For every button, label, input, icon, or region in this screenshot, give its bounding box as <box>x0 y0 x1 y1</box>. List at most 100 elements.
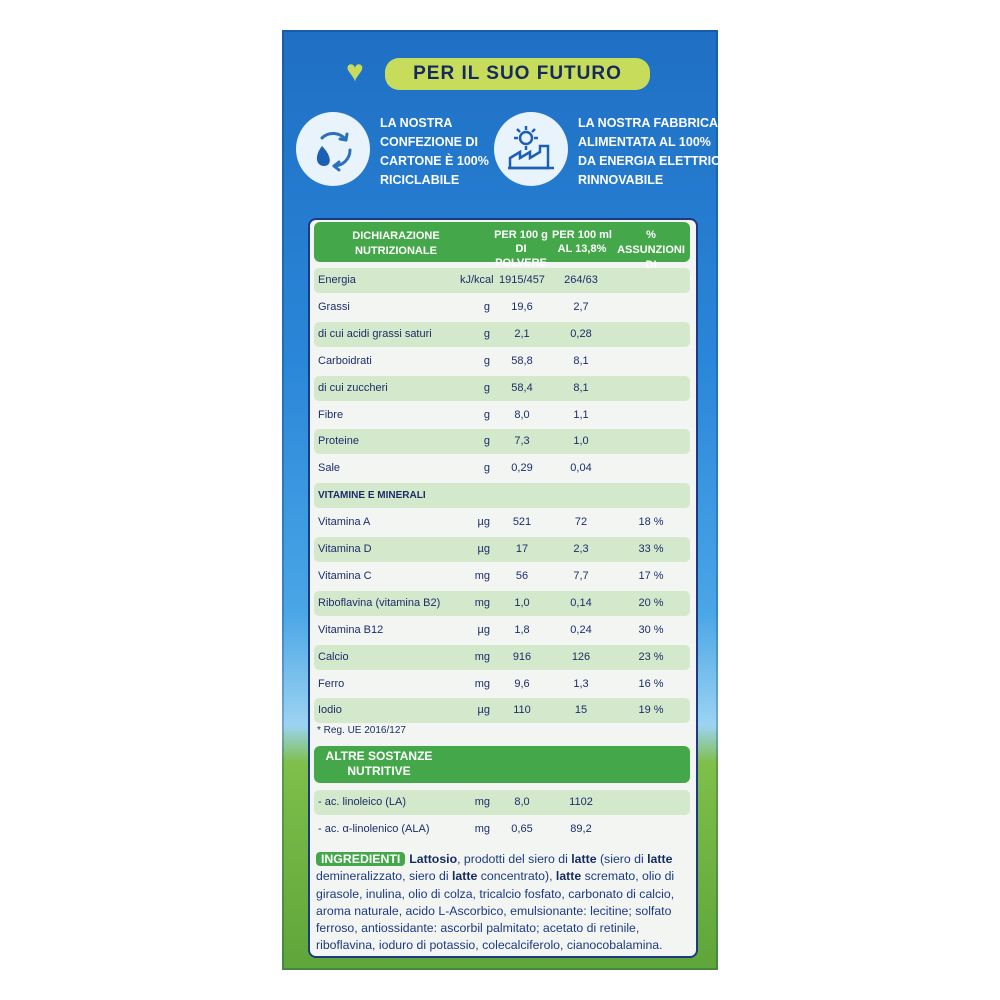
value-per-100g: 7,3 <box>514 435 530 448</box>
claim-line: LA NOSTRA FABBRICA È <box>578 116 730 130</box>
nutrient-name: - ac. linoleico (LA) <box>318 796 407 808</box>
unit: µg <box>477 704 490 717</box>
unit: mg <box>474 596 490 609</box>
claim-line: CARTONE È 100% <box>380 154 489 168</box>
value-per-100g: 0,65 <box>511 823 533 835</box>
nutrition-table-header: DICHIARAZIONE NUTRIZIONALE PER 100 g DI PO… <box>314 222 692 286</box>
unit: g <box>483 435 490 448</box>
nutrient-name: di cui zuccheri <box>318 381 388 394</box>
allergen: latte <box>452 869 478 884</box>
unit: g <box>483 354 490 367</box>
value-per-100ml: 0,04 <box>570 462 592 475</box>
section-header: VITAMINE E MINERALI <box>314 483 690 509</box>
nutrient-name: di cui acidi grassi saturi <box>318 327 432 340</box>
nutrient-name: Vitamina D <box>318 543 372 555</box>
ingredient-text: (siero di <box>596 852 648 866</box>
unit: µg <box>477 516 490 529</box>
unit: g <box>483 462 490 475</box>
nutrient-name: - ac. α-linolenico (ALA) <box>318 823 430 835</box>
factory-sun-icon <box>494 112 568 186</box>
value-per-100ml: 89,2 <box>570 823 592 835</box>
nutrient-name: Proteine <box>318 435 359 448</box>
ingredient-text: concentrato), <box>477 869 556 884</box>
table-row: - ac. α-linolenico (ALA) mg 0,65 89,2 <box>314 817 690 842</box>
value-per-100ml: 8,1 <box>573 381 589 394</box>
nutrient-name: Grassi <box>318 300 350 313</box>
value-per-100g: 9,6 <box>514 677 530 690</box>
unit: mg <box>474 823 490 835</box>
claim-line: RINNOVABILE <box>578 173 664 187</box>
claim-line: LA NOSTRA <box>380 116 453 130</box>
unit: g <box>483 408 490 421</box>
ingredient-text: scremato, olio di girasole, inulina, oli… <box>316 869 675 953</box>
unit: kJ/kcal <box>460 274 494 286</box>
nutrient-name: Vitamina A <box>318 516 371 529</box>
recycle-icon <box>296 112 370 186</box>
reference-intake: 23 % <box>638 650 664 663</box>
unit: mg <box>474 650 490 663</box>
unit: g <box>483 327 490 340</box>
unit: mg <box>474 677 490 690</box>
value-per-100g: 8,0 <box>514 408 530 421</box>
unit: µg <box>477 543 490 555</box>
reference-note: * Reg. UE 2016/127 <box>317 725 406 736</box>
reference-intake: 33 % <box>638 543 664 555</box>
value-per-100g: 110 <box>513 704 531 717</box>
value-per-100ml: 1,3 <box>573 677 589 690</box>
table-row: Proteine g 7,3 1,0 <box>314 429 690 455</box>
nutrient-name: Vitamina C <box>318 569 372 582</box>
ingredients-text: Lattosio, prodotti del siero di latte (s… <box>316 852 674 952</box>
renewable-energy-claim: LA NOSTRA FABBRICA È ALIMENTATA AL 100% … <box>578 114 729 190</box>
value-per-100ml: 15 <box>574 704 588 717</box>
value-per-100g: 916 <box>512 650 532 663</box>
table-row: Fibre g 8,0 1,1 <box>314 403 690 428</box>
nutrient-name: Ferro <box>318 677 345 690</box>
heart-icon: ♥ <box>346 55 364 88</box>
value-per-100g: 0,29 <box>511 462 533 475</box>
nutrient-name: Riboflavina (vitamina B2) <box>318 596 441 609</box>
col-per-100g: PER 100 g DI POLVERE <box>494 229 548 269</box>
value-per-100ml: 0,24 <box>570 623 592 636</box>
nutrient-name: Vitamina B12 <box>318 623 384 636</box>
value-per-100ml: 126 <box>571 650 591 663</box>
table-row: Calcio mg 916 126 23 % <box>314 644 690 670</box>
other-nutrients-header: ALTRE SOSTANZE NUTRITIVE <box>314 746 690 783</box>
table-row: - ac. linoleico (LA) mg 8,0 1102 <box>314 790 690 815</box>
col-per-100ml: PER 100 ml AL 13,8% <box>552 229 612 255</box>
ingredient-text: , prodotti del siero di <box>457 852 572 866</box>
table-row: Vitamina B12 µg 1,8 0,24 30 % <box>314 618 690 643</box>
unit: µg <box>477 623 490 636</box>
tagline: PER IL SUO FUTURO <box>385 58 650 90</box>
table-row: Vitamina A µg 521 72 18 % <box>314 510 690 535</box>
reference-intake: 20 % <box>638 596 664 609</box>
ingredients-label: INGREDIENTI <box>316 852 406 866</box>
reference-intake: 18 % <box>638 516 664 529</box>
reference-intake: 17 % <box>638 569 664 582</box>
table-row: Carboidrati g 58,8 8,1 <box>314 349 690 374</box>
value-per-100ml: 1,1 <box>573 408 589 421</box>
nutrient-name: Fibre <box>318 408 344 421</box>
nutrient-name: Carboidrati <box>318 354 372 367</box>
value-per-100ml: 0,14 <box>570 596 592 609</box>
value-per-100g: 1915/457 <box>499 274 545 286</box>
allergen: latte <box>555 869 582 884</box>
value-per-100g: 19,6 <box>511 300 533 313</box>
table-row: Vitamina C mg 56 7,7 17 % <box>314 564 690 589</box>
table-row: Energia kJ/kcal 1915/457 264/63 <box>314 268 690 293</box>
ingredients: INGREDIENTI Lattosio, prodotti del siero … <box>316 851 688 955</box>
value-per-100g: 1,8 <box>514 623 530 636</box>
value-per-100ml: 8,1 <box>573 354 589 367</box>
nutrient-name: Iodio <box>318 704 342 717</box>
other-title-line: NUTRITIVE <box>347 764 411 778</box>
table-row: Ferro mg 9,6 1,3 16 % <box>314 672 690 697</box>
claim-line: ALIMENTATA AL 100% <box>578 135 711 149</box>
value-per-100ml: 1,0 <box>573 435 589 448</box>
unit: g <box>483 300 490 313</box>
nutrient-name: Energia <box>318 274 356 286</box>
value-per-100ml: 7,7 <box>573 569 589 582</box>
value-per-100ml: 2,3 <box>573 543 589 555</box>
table-row: Riboflavina (vitamina B2) mg 1,0 0,14 20 % <box>314 590 690 616</box>
value-per-100ml: 72 <box>574 516 588 529</box>
reference-intake: 19 % <box>638 704 664 717</box>
ingredient-text: demineralizzato, siero di <box>316 869 453 884</box>
